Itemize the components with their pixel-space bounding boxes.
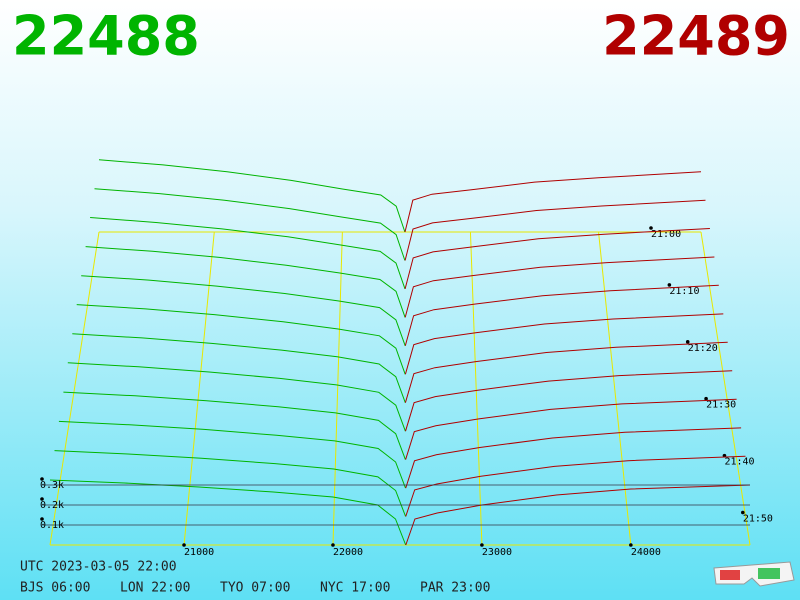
ask-depth-line <box>405 398 737 460</box>
grid-line <box>598 231 632 546</box>
time-tick <box>704 396 708 401</box>
time-label: 21:40 <box>724 457 754 468</box>
grid-line <box>469 231 483 546</box>
z-tick-label: 0.1k <box>40 520 64 531</box>
x-tick-label: 24000 <box>631 547 661 558</box>
ask-depth-line <box>404 341 728 403</box>
x-tick-label: 22000 <box>333 547 363 558</box>
x-tick <box>331 543 335 547</box>
z-tick <box>40 517 44 521</box>
ask-depth-line <box>404 313 724 375</box>
time-tick <box>722 453 727 458</box>
z-tick-label: 0.2k <box>40 500 64 511</box>
bid-depth-line <box>90 217 406 290</box>
floor-side <box>49 231 100 546</box>
z-tick <box>40 497 44 501</box>
bid-depth-line <box>54 450 407 517</box>
time-label: 21:30 <box>706 400 736 411</box>
utc-time: UTC 2023-03-05 22:00 <box>20 560 177 575</box>
bid-depth-line <box>76 304 406 375</box>
ask-depth-line <box>404 256 715 318</box>
time-label: 21:20 <box>688 343 718 354</box>
ask-price: 22489 <box>602 5 790 68</box>
floor-side <box>700 231 751 546</box>
bid-depth-line <box>49 479 407 546</box>
zone-time: BJS 06:00 <box>20 581 90 596</box>
bid-depth-line <box>72 333 406 403</box>
time-label: 21:00 <box>651 229 681 240</box>
x-tick-label: 21000 <box>184 547 214 558</box>
time-tick <box>649 226 653 230</box>
z-tick-label: 0.3k <box>40 480 64 491</box>
time-tick <box>685 340 690 344</box>
x-tick <box>182 543 186 547</box>
zone-time: LON 22:00 <box>120 581 190 596</box>
ask-depth-line <box>405 370 733 432</box>
ask-depth-line <box>404 228 710 290</box>
bid-depth-line <box>81 275 406 346</box>
bid-depth-line <box>58 420 406 489</box>
bid-depth-line <box>98 159 406 233</box>
grid-line <box>332 231 343 546</box>
x-tick <box>629 543 633 547</box>
ask-depth-line <box>405 484 751 546</box>
bid-depth-line <box>67 362 406 432</box>
ask-depth-line <box>405 427 742 489</box>
bid-depth-line <box>85 246 406 318</box>
ask-depth-line <box>404 199 706 261</box>
ask-depth-line <box>404 284 719 346</box>
ask-depth-line <box>404 171 702 233</box>
time-tick <box>667 283 672 287</box>
zone-time: TYO 07:00 <box>220 581 290 596</box>
zone-time: NYC 17:00 <box>320 581 390 596</box>
bid-depth-line <box>63 391 406 460</box>
zone-time: PAR 23:00 <box>420 581 490 596</box>
time-tick <box>741 510 745 515</box>
ask-depth-line <box>405 455 746 517</box>
glasses-icon <box>713 561 795 587</box>
bid-price: 22488 <box>12 5 200 68</box>
bid-depth-line <box>94 188 406 261</box>
time-label: 21:10 <box>669 286 699 297</box>
x-tick-label: 23000 <box>482 547 512 558</box>
grid-line <box>183 231 215 546</box>
x-tick <box>480 543 484 547</box>
z-tick <box>40 477 44 481</box>
time-label: 21:50 <box>743 514 773 525</box>
